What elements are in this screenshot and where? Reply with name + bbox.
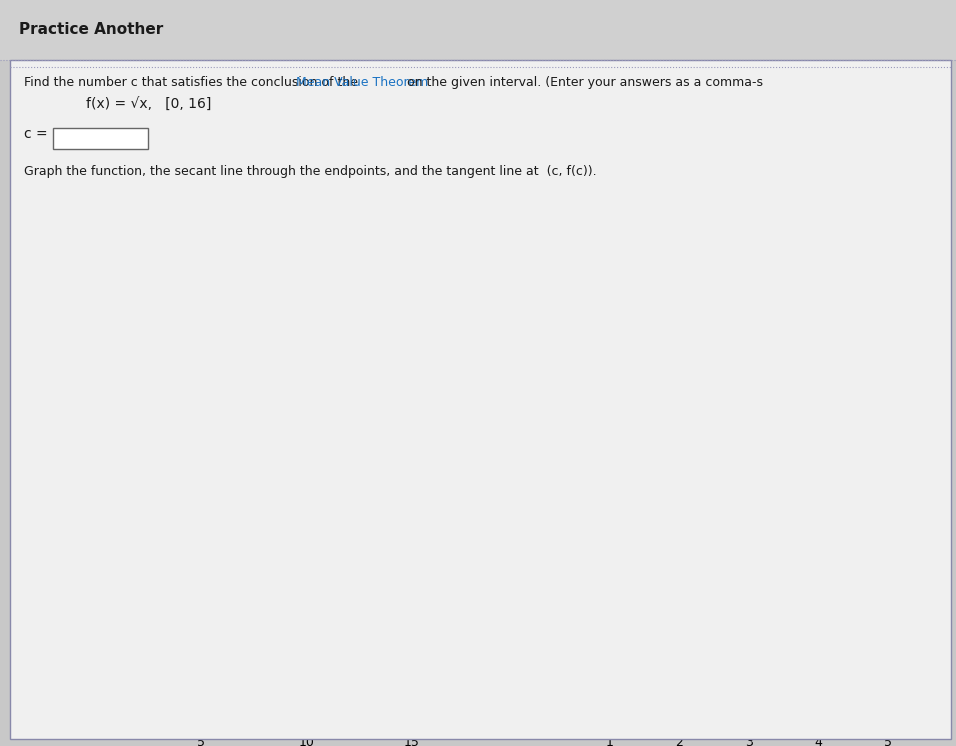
Text: y: y <box>66 189 75 204</box>
Text: on the given interval. (Enter your answers as a comma-s: on the given interval. (Enter your answe… <box>403 76 764 89</box>
Text: x: x <box>933 445 942 458</box>
Text: Mean Value Theorem: Mean Value Theorem <box>296 76 428 89</box>
Circle shape <box>45 442 58 455</box>
Text: Graph the function, the secant line through the endpoints, and the tangent line : Graph the function, the secant line thro… <box>24 166 597 178</box>
Circle shape <box>485 718 498 731</box>
Text: y: y <box>519 463 527 477</box>
Text: y: y <box>519 187 527 201</box>
Text: y: y <box>66 466 75 480</box>
Text: c =: c = <box>24 127 48 141</box>
Text: f(x) = √x,   [0, 16]: f(x) = √x, [0, 16] <box>86 97 211 111</box>
Circle shape <box>45 718 58 731</box>
Circle shape <box>485 442 498 455</box>
Text: Practice Another: Practice Another <box>19 22 163 37</box>
Text: Find the number c that satisfies the conclusion of the: Find the number c that satisfies the con… <box>24 76 362 89</box>
Text: x: x <box>461 445 468 458</box>
